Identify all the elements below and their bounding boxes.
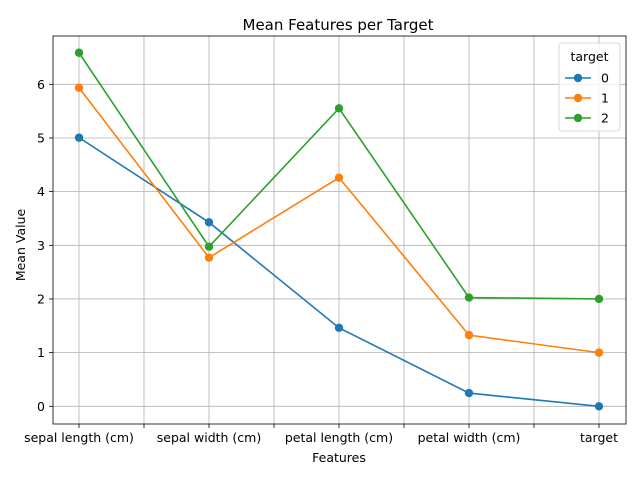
data-point — [334, 323, 344, 333]
legend-entry-label: 2 — [601, 111, 609, 126]
chart-title: Mean Features per Target — [243, 16, 434, 34]
y-axis: 0 1 2 3 4 5 6 — [37, 77, 53, 414]
data-point — [594, 402, 604, 411]
x-tick-label: sepal width (cm) — [157, 430, 261, 445]
data-point — [334, 173, 344, 182]
y-tick-label: 5 — [37, 130, 45, 145]
y-axis-label: Mean Value — [13, 209, 28, 282]
x-axis-label: Features — [312, 450, 366, 465]
data-point — [594, 348, 604, 357]
legend-swatch-marker — [573, 93, 583, 103]
y-tick-label: 1 — [37, 345, 45, 360]
legend-entry-label: 1 — [601, 91, 609, 106]
x-tick-label: target — [580, 430, 618, 445]
x-tick-label: sepal length (cm) — [24, 430, 134, 445]
y-tick-label: 2 — [37, 291, 45, 306]
legend-title: target — [570, 49, 608, 64]
legend-box — [558, 42, 621, 132]
grid — [53, 36, 626, 424]
x-tick-label: petal length (cm) — [285, 430, 393, 445]
y-tick-label: 3 — [37, 238, 45, 253]
data-point — [464, 330, 474, 340]
data-point — [594, 294, 604, 304]
data-point — [464, 388, 474, 398]
legend-swatch-marker — [573, 113, 583, 123]
data-point — [334, 104, 344, 113]
x-tick-label: petal width (cm) — [418, 430, 521, 445]
legend-entry-label: 0 — [601, 71, 609, 86]
data-point — [464, 293, 474, 302]
legend-swatch-marker — [573, 73, 583, 83]
series-layer — [74, 48, 604, 411]
data-point — [74, 48, 84, 57]
data-point — [74, 83, 84, 92]
y-tick-label: 0 — [37, 399, 45, 414]
legend: target 0 1 2 — [558, 42, 621, 132]
data-point — [74, 133, 84, 142]
plot-frame — [52, 35, 627, 425]
x-axis: sepal length (cm) sepal width (cm) petal l… — [24, 424, 618, 445]
y-tick-label: 4 — [37, 184, 45, 199]
data-point — [204, 242, 214, 251]
data-point — [204, 218, 214, 227]
data-point — [204, 253, 214, 262]
y-tick-label: 6 — [37, 77, 45, 92]
